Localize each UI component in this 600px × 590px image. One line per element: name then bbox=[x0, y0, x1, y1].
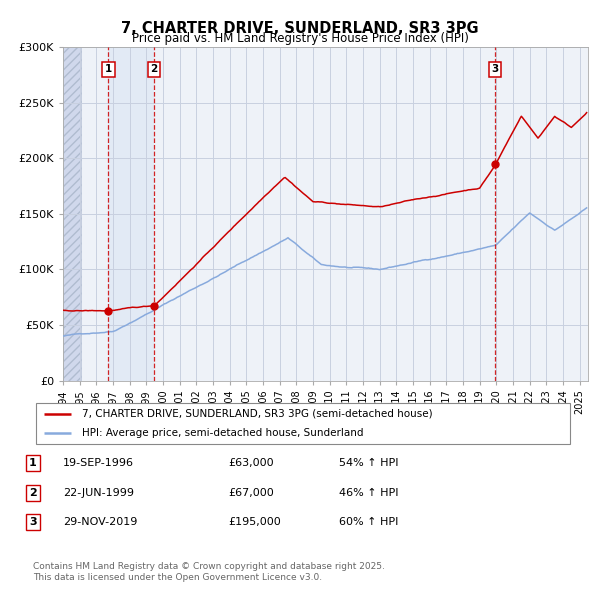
Text: 60% ↑ HPI: 60% ↑ HPI bbox=[339, 517, 398, 527]
Text: 54% ↑ HPI: 54% ↑ HPI bbox=[339, 458, 398, 468]
Text: Contains HM Land Registry data © Crown copyright and database right 2025.: Contains HM Land Registry data © Crown c… bbox=[33, 562, 385, 571]
Text: 29-NOV-2019: 29-NOV-2019 bbox=[63, 517, 137, 527]
Text: £63,000: £63,000 bbox=[228, 458, 274, 468]
Text: £195,000: £195,000 bbox=[228, 517, 281, 527]
Text: 2: 2 bbox=[151, 64, 158, 74]
Text: 1: 1 bbox=[29, 458, 37, 468]
Text: This data is licensed under the Open Government Licence v3.0.: This data is licensed under the Open Gov… bbox=[33, 572, 322, 582]
Text: 7, CHARTER DRIVE, SUNDERLAND, SR3 3PG (semi-detached house): 7, CHARTER DRIVE, SUNDERLAND, SR3 3PG (s… bbox=[82, 409, 432, 418]
Text: 3: 3 bbox=[491, 64, 499, 74]
Text: 22-JUN-1999: 22-JUN-1999 bbox=[63, 488, 134, 497]
Text: HPI: Average price, semi-detached house, Sunderland: HPI: Average price, semi-detached house,… bbox=[82, 428, 363, 438]
FancyBboxPatch shape bbox=[36, 403, 570, 444]
Text: 3: 3 bbox=[29, 517, 37, 527]
Text: 7, CHARTER DRIVE, SUNDERLAND, SR3 3PG: 7, CHARTER DRIVE, SUNDERLAND, SR3 3PG bbox=[121, 21, 479, 35]
Text: 1: 1 bbox=[105, 64, 112, 74]
Text: 19-SEP-1996: 19-SEP-1996 bbox=[63, 458, 134, 468]
Text: 46% ↑ HPI: 46% ↑ HPI bbox=[339, 488, 398, 497]
Text: Price paid vs. HM Land Registry's House Price Index (HPI): Price paid vs. HM Land Registry's House … bbox=[131, 32, 469, 45]
Text: 2: 2 bbox=[29, 488, 37, 497]
Bar bbox=[63, 47, 81, 381]
Text: £67,000: £67,000 bbox=[228, 488, 274, 497]
Bar bbox=[109, 47, 154, 381]
